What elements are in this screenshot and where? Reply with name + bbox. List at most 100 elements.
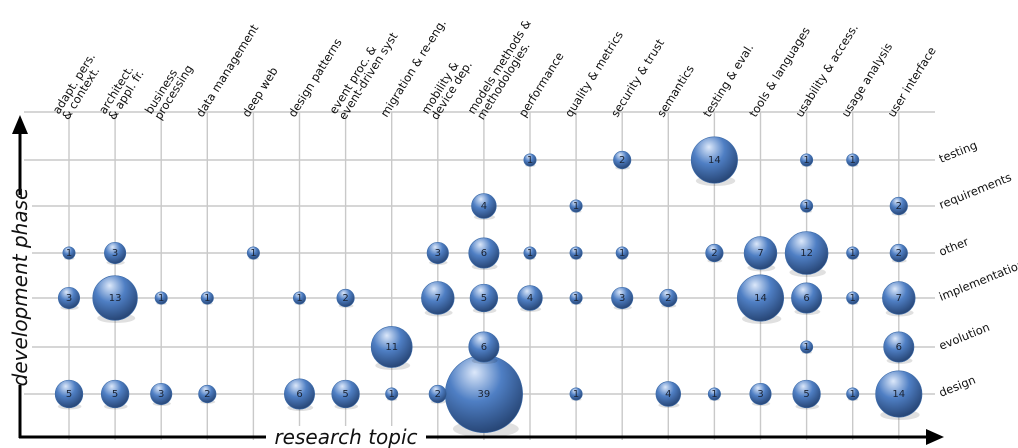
bubble-circle bbox=[846, 153, 860, 167]
bubble-value-label: 3 bbox=[435, 248, 441, 259]
bubble-value-label: 4 bbox=[527, 293, 533, 304]
bubble-value-label: 5 bbox=[803, 389, 809, 400]
bubble: 6 bbox=[791, 282, 823, 316]
bubble-value-label: 1 bbox=[850, 389, 856, 400]
bubble: 3 bbox=[611, 286, 634, 311]
bubble: 2 bbox=[659, 288, 678, 308]
bubble: 2 bbox=[705, 243, 724, 263]
bubble-value-label: 3 bbox=[757, 389, 763, 400]
bubble: 2 bbox=[889, 196, 908, 216]
x-tick-label: user interface bbox=[884, 44, 938, 119]
bubble: 5 bbox=[469, 283, 499, 314]
bubble-circle bbox=[57, 286, 81, 310]
bubble-circle bbox=[615, 246, 629, 260]
bubble-circle bbox=[421, 281, 455, 315]
bubble: 1 bbox=[707, 387, 721, 401]
bubble-circle bbox=[468, 331, 500, 363]
bubble-value-label: 6 bbox=[481, 248, 487, 259]
bubble: 13 bbox=[92, 275, 138, 324]
bubble-circle bbox=[875, 370, 923, 418]
bubble: 1 bbox=[615, 246, 629, 260]
bubble-circle bbox=[743, 236, 778, 270]
y-axis-title: development phase bbox=[8, 188, 32, 387]
x-tick-label: architect.& appl. fr. bbox=[96, 61, 147, 122]
bubble-circle bbox=[331, 379, 360, 409]
bubble-circle bbox=[523, 153, 537, 167]
bubble: 1 bbox=[800, 153, 814, 167]
y-tick-label: testing bbox=[937, 138, 979, 166]
y-tick-label: requirements bbox=[937, 170, 1014, 212]
bubble-value-label: 5 bbox=[66, 389, 72, 400]
bubble: 1 bbox=[523, 246, 537, 260]
bubble: 1 bbox=[385, 387, 399, 401]
bubble-value-label: 5 bbox=[481, 293, 487, 304]
bubble-circle bbox=[246, 246, 260, 260]
y-axis-title-background bbox=[8, 195, 32, 385]
bubble-circle bbox=[800, 340, 814, 354]
bubble-circle bbox=[104, 241, 127, 265]
bubble: 1 bbox=[800, 340, 814, 354]
bubble: 2 bbox=[336, 288, 355, 308]
bubble-circle bbox=[569, 246, 583, 260]
bubble: 4 bbox=[471, 193, 497, 220]
bubble-value-label: 14 bbox=[754, 293, 767, 304]
bubble-circle bbox=[792, 379, 821, 409]
x-tick-label: semantics bbox=[654, 62, 697, 119]
bubble-value-label: 6 bbox=[803, 293, 809, 304]
bubble: 14 bbox=[690, 136, 738, 186]
bubble: 1 bbox=[846, 153, 860, 167]
bubble-circle bbox=[611, 286, 634, 310]
bubble: 3 bbox=[749, 382, 772, 407]
bubble-value-label: 1 bbox=[803, 342, 809, 353]
bubble-value-label: 1 bbox=[573, 248, 579, 259]
bubble-circle bbox=[655, 381, 681, 407]
bubble-circle bbox=[292, 291, 306, 305]
bubble-value-label: 1 bbox=[850, 293, 856, 304]
bubble-value-label: 2 bbox=[619, 155, 625, 166]
bubble: 6 bbox=[468, 237, 500, 271]
bubble-value-label: 12 bbox=[800, 248, 813, 259]
bubble-value-label: 1 bbox=[527, 155, 533, 166]
bubble-circle bbox=[100, 379, 130, 409]
bubble-value-label: 1 bbox=[66, 248, 72, 259]
bubble-circle bbox=[749, 382, 772, 406]
bubble-circle bbox=[284, 378, 315, 410]
y-tick-label: implementation bbox=[937, 257, 1018, 304]
x-tick-labels: adapt. pers.& context.architect.& appl. … bbox=[50, 17, 939, 123]
bubble: 1 bbox=[569, 246, 583, 260]
bubble-circle bbox=[690, 136, 738, 184]
bubble: 5 bbox=[331, 379, 360, 410]
bubble-value-label: 6 bbox=[896, 342, 902, 353]
bubble-circle bbox=[517, 285, 543, 311]
bubble-value-label: 2 bbox=[435, 389, 441, 400]
bubble: 1 bbox=[569, 199, 583, 213]
bubble: 4 bbox=[655, 381, 681, 408]
bubble-value-label: 5 bbox=[342, 389, 348, 400]
bubble: 1 bbox=[523, 153, 537, 167]
y-tick-label: other bbox=[937, 234, 971, 259]
bubble-value-label: 1 bbox=[527, 248, 533, 259]
bubble-circle bbox=[92, 275, 138, 321]
bubble: 3 bbox=[57, 286, 81, 311]
bubble: 11 bbox=[370, 326, 413, 371]
bubble: 1 bbox=[62, 246, 76, 260]
bubble: 5 bbox=[54, 379, 84, 410]
bubble: 2 bbox=[198, 384, 217, 404]
x-axis-title: research topic bbox=[274, 425, 417, 448]
bubble-circle bbox=[800, 199, 814, 213]
bubble-circle bbox=[846, 291, 860, 305]
y-axis-arrow-icon bbox=[12, 115, 28, 134]
bubble-circle bbox=[569, 291, 583, 305]
bubble: 5 bbox=[792, 379, 821, 410]
x-axis-title-background bbox=[266, 426, 426, 448]
bubble-circle bbox=[659, 288, 678, 308]
bubble-value-label: 39 bbox=[478, 389, 491, 400]
bubble-value-label: 5 bbox=[112, 389, 118, 400]
bubble-circle bbox=[200, 291, 214, 305]
bubble-circle bbox=[370, 326, 413, 368]
y-tick-label: design bbox=[937, 373, 978, 400]
bubble: 6 bbox=[468, 331, 500, 365]
bubble: 1 bbox=[569, 291, 583, 305]
